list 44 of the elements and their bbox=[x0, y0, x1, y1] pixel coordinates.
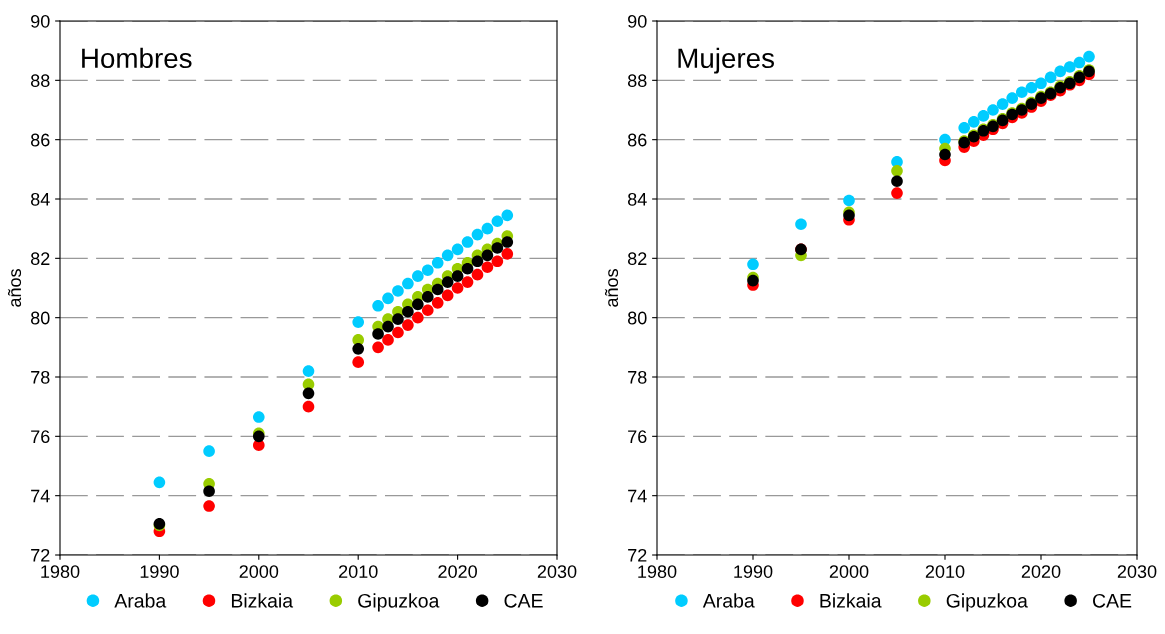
y-tick-label: 86 bbox=[627, 133, 647, 147]
y-tick-label: 88 bbox=[30, 74, 50, 88]
x-tick-label: 2030 bbox=[1117, 565, 1157, 578]
legend-label: Gipuzkoa bbox=[946, 593, 1028, 612]
y-tick-label: 78 bbox=[31, 370, 50, 384]
y-tick-label: 90 bbox=[31, 14, 50, 28]
y-tick-label: 72 bbox=[628, 548, 647, 562]
x-tick-label: 2010 bbox=[925, 565, 965, 578]
y-tick-label: 74 bbox=[628, 489, 647, 503]
x-tick-label: 2030 bbox=[537, 565, 577, 578]
y-tick-label: 76 bbox=[628, 430, 647, 444]
y-tick-label: 84 bbox=[30, 192, 50, 206]
y-axis-title: años bbox=[604, 269, 619, 307]
y-tick-label: 72 bbox=[31, 548, 50, 562]
x-tick-label: 2000 bbox=[239, 565, 279, 578]
legend-label: CAE bbox=[1093, 593, 1132, 608]
legend-label: Bizkaia bbox=[820, 593, 882, 608]
y-tick-label: 82 bbox=[30, 252, 50, 266]
text: Hombres bbox=[82, 47, 192, 69]
x-tick-label: 1990 bbox=[140, 565, 179, 578]
y-tick-label: 80 bbox=[627, 311, 647, 325]
y-tick-label: 80 bbox=[30, 311, 50, 325]
legend-label: Gipuzkoa bbox=[358, 593, 440, 612]
y-tick-label: 86 bbox=[30, 133, 50, 147]
x-tick-label: 2010 bbox=[339, 565, 378, 578]
y-tick-label: 82 bbox=[627, 252, 647, 266]
y-tick-label: 88 bbox=[627, 74, 647, 88]
legend-label: Araba bbox=[702, 593, 755, 608]
y-tick-label: 84 bbox=[627, 192, 647, 206]
legend-label: Araba bbox=[114, 593, 167, 608]
x-tick-label: 2020 bbox=[1021, 565, 1061, 578]
y-tick-label: 78 bbox=[628, 370, 647, 384]
x-tick-label: 1990 bbox=[734, 565, 773, 578]
text: Mujeres bbox=[678, 47, 774, 74]
x-tick-label: 1980 bbox=[638, 565, 677, 578]
legend-label: Bizkaia bbox=[231, 593, 294, 608]
x-tick-label: 1980 bbox=[41, 565, 80, 578]
y-axis-title: años bbox=[7, 269, 22, 307]
y-tick-label: 90 bbox=[628, 14, 647, 28]
x-tick-label: 2000 bbox=[829, 565, 869, 578]
y-tick-label: 74 bbox=[31, 489, 50, 503]
x-tick-label: 2020 bbox=[438, 565, 477, 578]
y-tick-label: 76 bbox=[31, 430, 50, 444]
legend-label: CAE bbox=[504, 593, 543, 608]
